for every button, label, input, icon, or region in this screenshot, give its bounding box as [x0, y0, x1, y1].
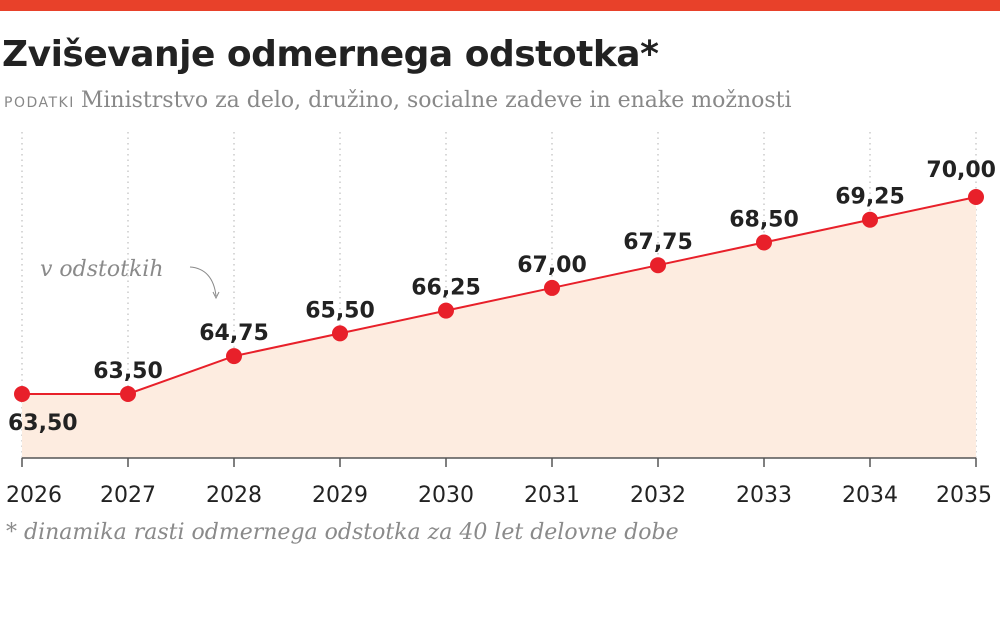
data-label-2027: 63,50 — [93, 359, 163, 384]
series-line — [22, 196, 977, 395]
x-axis — [21, 457, 977, 467]
top-accent-bar — [0, 0, 1000, 11]
annotation: v odstotkih — [40, 257, 220, 300]
data-point-2035 — [968, 189, 984, 205]
data-point-2027 — [120, 386, 136, 402]
data-label-2028: 64,75 — [199, 321, 269, 346]
data-point-2028 — [226, 348, 242, 365]
source-line: PODATKI Ministrstvo za delo, družino, soc… — [4, 88, 792, 113]
x-tick-label-2035: 2035 — [936, 483, 992, 508]
x-tick-label-2028: 2028 — [206, 483, 262, 508]
x-tick-label-2030: 2030 — [418, 483, 474, 508]
data-label-2035: 70,00 — [926, 158, 996, 183]
data-point-2033 — [756, 234, 772, 251]
x-tick-labels: 2026 2027 2028 2029 2030 2031 2032 2033 2034 2035 — [6, 483, 992, 508]
data-label-2034: 69,25 — [835, 185, 905, 210]
data-label-2029: 65,50 — [305, 298, 375, 323]
x-tick-label-2027: 2027 — [100, 483, 156, 508]
x-tick-label-2034: 2034 — [842, 483, 898, 508]
x-tick-label-2031: 2031 — [524, 483, 580, 508]
area-fill — [22, 197, 976, 458]
data-point-2029 — [332, 325, 348, 342]
annotation-arrow — [189, 266, 217, 297]
data-label-2026: 63,50 — [8, 411, 78, 436]
data-point-2032 — [650, 257, 666, 274]
data-point-2034 — [862, 211, 878, 228]
x-tick-label-2026: 2026 — [6, 483, 62, 508]
data-label-2030: 66,25 — [411, 276, 481, 301]
data-label-2031: 67,00 — [517, 253, 587, 278]
footnote: * dinamika rasti odmernega odstotka za 4… — [6, 520, 679, 545]
data-label-2033: 68,50 — [729, 207, 799, 232]
data-label-2032: 67,75 — [623, 230, 693, 255]
source-label: PODATKI — [4, 95, 75, 111]
data-points — [14, 189, 984, 402]
data-labels: 63,50 63,50 64,75 65,50 66,25 67,00 67,75 68,50… — [8, 158, 996, 436]
data-point-2031 — [544, 279, 560, 296]
chart-title: Zviševanje odmernega odstotka* — [2, 34, 659, 75]
data-point-2026 — [14, 386, 30, 402]
annotation-arrowhead-icon — [212, 291, 220, 300]
annotation-text: v odstotkih — [40, 257, 164, 282]
x-tick-label-2032: 2032 — [630, 483, 686, 508]
x-tick-label-2029: 2029 — [312, 483, 368, 508]
x-tick-label-2033: 2033 — [736, 483, 792, 508]
data-point-2030 — [438, 302, 454, 319]
source-text: Ministrstvo za delo, družino, socialne z… — [80, 88, 792, 113]
